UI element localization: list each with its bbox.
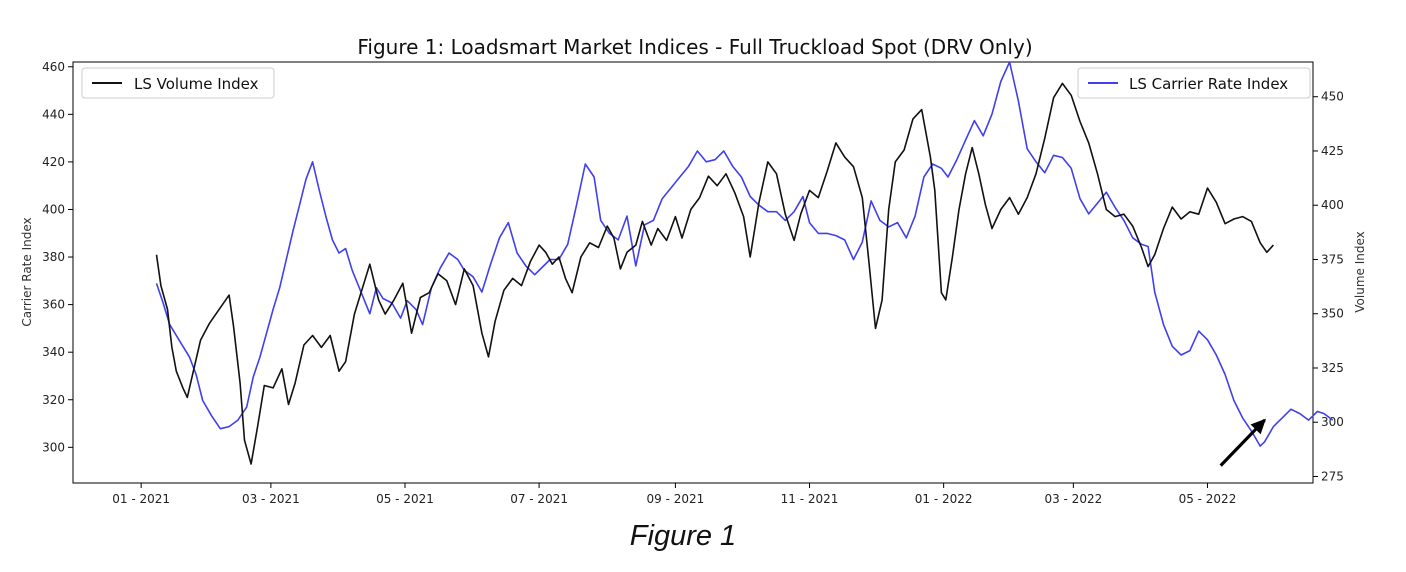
left-y-axis: 300 320 340 360 380 400 420 440 460 [42, 60, 73, 454]
series-volume-line [155, 82, 1274, 465]
x-tick-label: 05 - 2021 [376, 492, 434, 506]
right-y-tick-label: 400 [1321, 198, 1344, 212]
right-y-tick-label: 300 [1321, 415, 1344, 429]
left-y-tick-label: 340 [42, 345, 65, 359]
x-tick-label: 01 - 2022 [915, 492, 973, 506]
legend-volume: LS Volume Index [81, 67, 275, 99]
right-y-axis-label: Volume Index [1353, 231, 1367, 312]
x-tick-label: 09 - 2021 [647, 492, 705, 506]
trend-arrow-annotation [1219, 418, 1267, 467]
left-y-tick-label: 460 [42, 60, 65, 74]
left-y-tick-label: 440 [42, 107, 65, 121]
chart-title: Figure 1: Loadsmart Market Indices - Ful… [357, 35, 1032, 59]
left-y-tick-label: 320 [42, 393, 65, 407]
legend-volume-label: LS Volume Index [134, 75, 259, 93]
x-tick-label: 03 - 2022 [1044, 492, 1102, 506]
left-y-tick-label: 360 [42, 298, 65, 312]
legend-carrier-rate-label: LS Carrier Rate Index [1129, 75, 1288, 93]
x-axis: 01 - 2021 03 - 2021 05 - 2021 07 - 2021 09 -… [112, 483, 1236, 506]
left-y-tick-label: 300 [42, 440, 65, 454]
x-tick-label: 11 - 2021 [781, 492, 839, 506]
plot-area-frame [72, 61, 1314, 484]
left-y-tick-label: 380 [42, 250, 65, 264]
left-y-tick-label: 420 [42, 155, 65, 169]
right-y-tick-label: 275 [1321, 469, 1344, 483]
arrow-head [1250, 418, 1267, 435]
right-y-tick-label: 350 [1321, 307, 1344, 321]
right-y-tick-label: 325 [1321, 361, 1344, 375]
x-tick-label: 03 - 2021 [242, 492, 300, 506]
left-y-tick-label: 400 [42, 202, 65, 216]
x-tick-label: 07 - 2021 [510, 492, 568, 506]
legend-carrier-rate: LS Carrier Rate Index [1077, 67, 1311, 99]
line-chart: Figure 1: Loadsmart Market Indices - Ful… [20, 35, 1367, 506]
series-layer [155, 61, 1334, 465]
series-carrier-rate-line [155, 61, 1334, 447]
right-y-tick-label: 375 [1321, 252, 1344, 266]
figure-caption: Figure 1 [629, 520, 737, 552]
left-y-axis-label: Carrier Rate Index [20, 217, 34, 326]
right-y-axis: 275 300 325 350 375 400 425 450 [1313, 90, 1344, 483]
x-tick-label: 05 - 2022 [1179, 492, 1237, 506]
x-tick-label: 01 - 2021 [112, 492, 170, 506]
right-y-tick-label: 450 [1321, 90, 1344, 104]
right-y-tick-label: 425 [1321, 144, 1344, 158]
